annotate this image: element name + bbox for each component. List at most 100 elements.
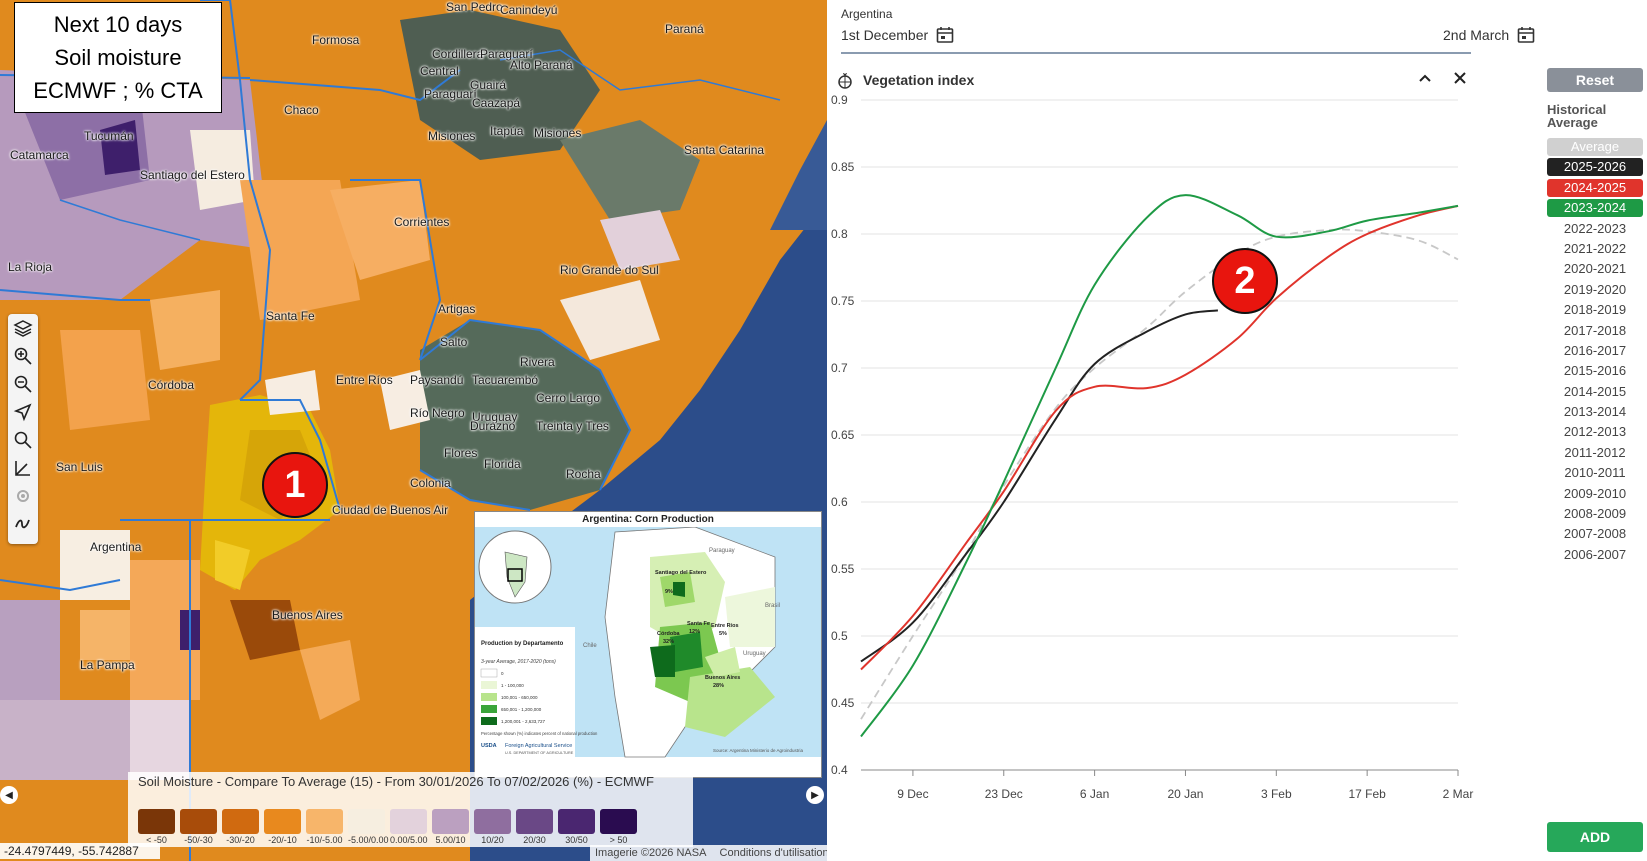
search-icon[interactable] [8,426,38,454]
season-item-2010-2011[interactable]: 2010-2011 [1564,465,1626,481]
season-item-2017-2018[interactable]: 2017-2018 [1563,322,1627,338]
legend-swatch-label: -20/-10 [268,835,297,845]
inset-label-brasil: Brasil [765,603,780,609]
season-item-2008-2009[interactable]: 2008-2009 [1563,506,1627,522]
caption-line-3: ECMWF ; % CTA [33,78,203,103]
map-label-parana: Paraná [665,22,704,36]
series-line-average[interactable] [860,228,1459,720]
y-tick-label: 0.85 [831,160,855,174]
season-item-2025-2026[interactable]: 2025-2026 [1547,158,1643,177]
season-list: Average 2025-2026 2024-2025 2023-2024 2022-2… [1547,138,1643,566]
x-tick-label: 23 Dec [985,787,1023,801]
collapse-left-icon[interactable]: ◀ [0,786,18,804]
inset-map: Paraguay Brasil Uruguay Chile Santiago d… [475,527,821,758]
season-item-2022-2023[interactable]: 2022-2023 [1563,220,1627,236]
season-item-2021-2022[interactable]: 2021-2022 [1563,240,1627,256]
map-label-misiones: Misiones [428,129,476,143]
season-item-2009-2010[interactable]: 2009-2010 [1563,485,1627,501]
series-line-2025-2026[interactable] [860,309,1219,663]
inset-label-santiago: Santiago del Estero [655,570,707,576]
legend-swatch-label: 30/50 [565,835,588,845]
date-start-picker[interactable]: 1st December [841,26,954,44]
season-item-2018-2019[interactable]: 2018-2019 [1563,302,1627,318]
map-label-riogrande: Rio Grande do Sul [560,263,659,277]
close-icon[interactable] [1452,70,1468,91]
legend-swatch [432,809,469,834]
map-label-paysandu: Paysandú [410,373,464,387]
legend-swatch [222,809,259,834]
sprout-globe-icon [838,72,852,89]
date-end-picker[interactable]: 2nd March [1443,26,1535,44]
series-line-2024-2025[interactable] [860,204,1459,671]
draw-icon[interactable] [8,510,38,538]
legend-swatch-label: < -50 [146,835,167,845]
terms-link[interactable]: Conditions d'utilisation [719,847,827,859]
calendar-icon[interactable] [1517,26,1535,44]
map-label-santiago: Santiago del Estero [140,168,245,182]
season-item-2007-2008[interactable]: 2007-2008 [1563,526,1627,542]
historical-average-label: Historical Average [1547,102,1607,130]
map-label-cerrolargo: Cerro Largo [536,391,601,405]
zoom-out-icon[interactable] [8,370,38,398]
calendar-icon[interactable] [936,26,954,44]
inset-label-uruguay: Uruguay [743,651,766,657]
date-start-label: 1st December [841,27,929,43]
season-item-2016-2017[interactable]: 2016-2017 [1563,342,1627,358]
y-tick-label: 0.7 [831,361,848,375]
season-item-2006-2007[interactable]: 2006-2007 [1563,546,1627,562]
map-label-tacuarembo: Tacuarembó [472,373,539,387]
legend-swatch [600,809,637,834]
inset-title: Argentina: Corn Production [582,514,714,525]
x-tick-label: 2 Mar [1443,787,1474,801]
map-label-corrientes: Corrientes [394,215,450,229]
season-item-2020-2021[interactable]: 2020-2021 [1563,261,1627,277]
season-item-2011-2012[interactable]: 2011-2012 [1564,444,1626,460]
season-item-2014-2015[interactable]: 2014-2015 [1563,383,1627,399]
x-tick-label: 17 Feb [1348,787,1386,801]
map-attribution: Imagerie ©2026 NASA Conditions d'utilisa… [590,845,827,861]
legend-title: Soil Moisture - Compare To Average (15) … [138,774,654,789]
locate-icon[interactable] [8,398,38,426]
map-label-central: Central [420,64,459,78]
season-item-2019-2020[interactable]: 2019-2020 [1563,281,1627,297]
measure-icon[interactable] [8,454,38,482]
map-label-artigas: Artigas [438,302,476,316]
season-item-average[interactable]: Average [1547,138,1643,156]
vegetation-index-chart[interactable]: 0.4 0.45 0.5 0.55 0.6 0.65 0.7 0.75 0.8 0.85 0.9 9 … [827,90,1527,830]
imagery-credit[interactable]: Imagerie ©2026 NASA [595,847,707,859]
map-label-flores: Flores [444,446,478,460]
map-label-itapua: Itapúa [490,124,524,138]
reset-button[interactable]: Reset [1547,68,1643,92]
map-legend: Soil Moisture - Compare To Average (15) … [128,772,693,847]
map-label-catamarca: Catamarca [10,148,69,162]
map-label-formosa: Formosa [312,33,360,47]
y-tick-label: 0.55 [831,562,855,576]
y-tick-label: 0.9 [831,93,848,107]
legend-swatch [348,809,385,834]
series-line-2023-2024[interactable] [860,194,1459,738]
x-tick-label: 9 Dec [897,787,928,801]
settings-icon[interactable] [8,482,38,510]
add-button[interactable]: ADD [1547,822,1643,852]
map-label-florida: Florida [484,457,521,471]
map-label-altoparana: Alto Paraná [510,58,573,72]
map-view[interactable]: San Pedro Canindeyú Formosa Cordillera Parag… [0,0,827,861]
inset-label-santiago-pct: 9% [665,589,673,595]
date-range-slider[interactable] [841,52,1471,54]
season-item-2023-2024[interactable]: 2023-2024 [1547,199,1643,218]
chevron-up-icon[interactable] [1417,70,1433,91]
season-item-2013-2014[interactable]: 2013-2014 [1563,404,1627,420]
season-item-2024-2025[interactable]: 2024-2025 [1547,178,1643,197]
y-tick-label: 0.45 [831,696,855,710]
season-item-2012-2013[interactable]: 2012-2013 [1563,424,1627,440]
inset-label-entrerios-pct: 5% [719,631,727,637]
season-item-2015-2016[interactable]: 2015-2016 [1563,363,1627,379]
layers-icon[interactable] [8,314,38,342]
map-label-entrerios: Entre Ríos [336,373,393,387]
expand-right-icon[interactable]: ▶ [806,786,824,804]
inset-label-bsas-pct: 28% [713,683,724,689]
map-label-canindeyu: Canindeyú [500,3,558,17]
caption-line-1: Next 10 days [53,12,183,37]
legend-swatches [138,809,637,834]
zoom-in-icon[interactable] [8,342,38,370]
